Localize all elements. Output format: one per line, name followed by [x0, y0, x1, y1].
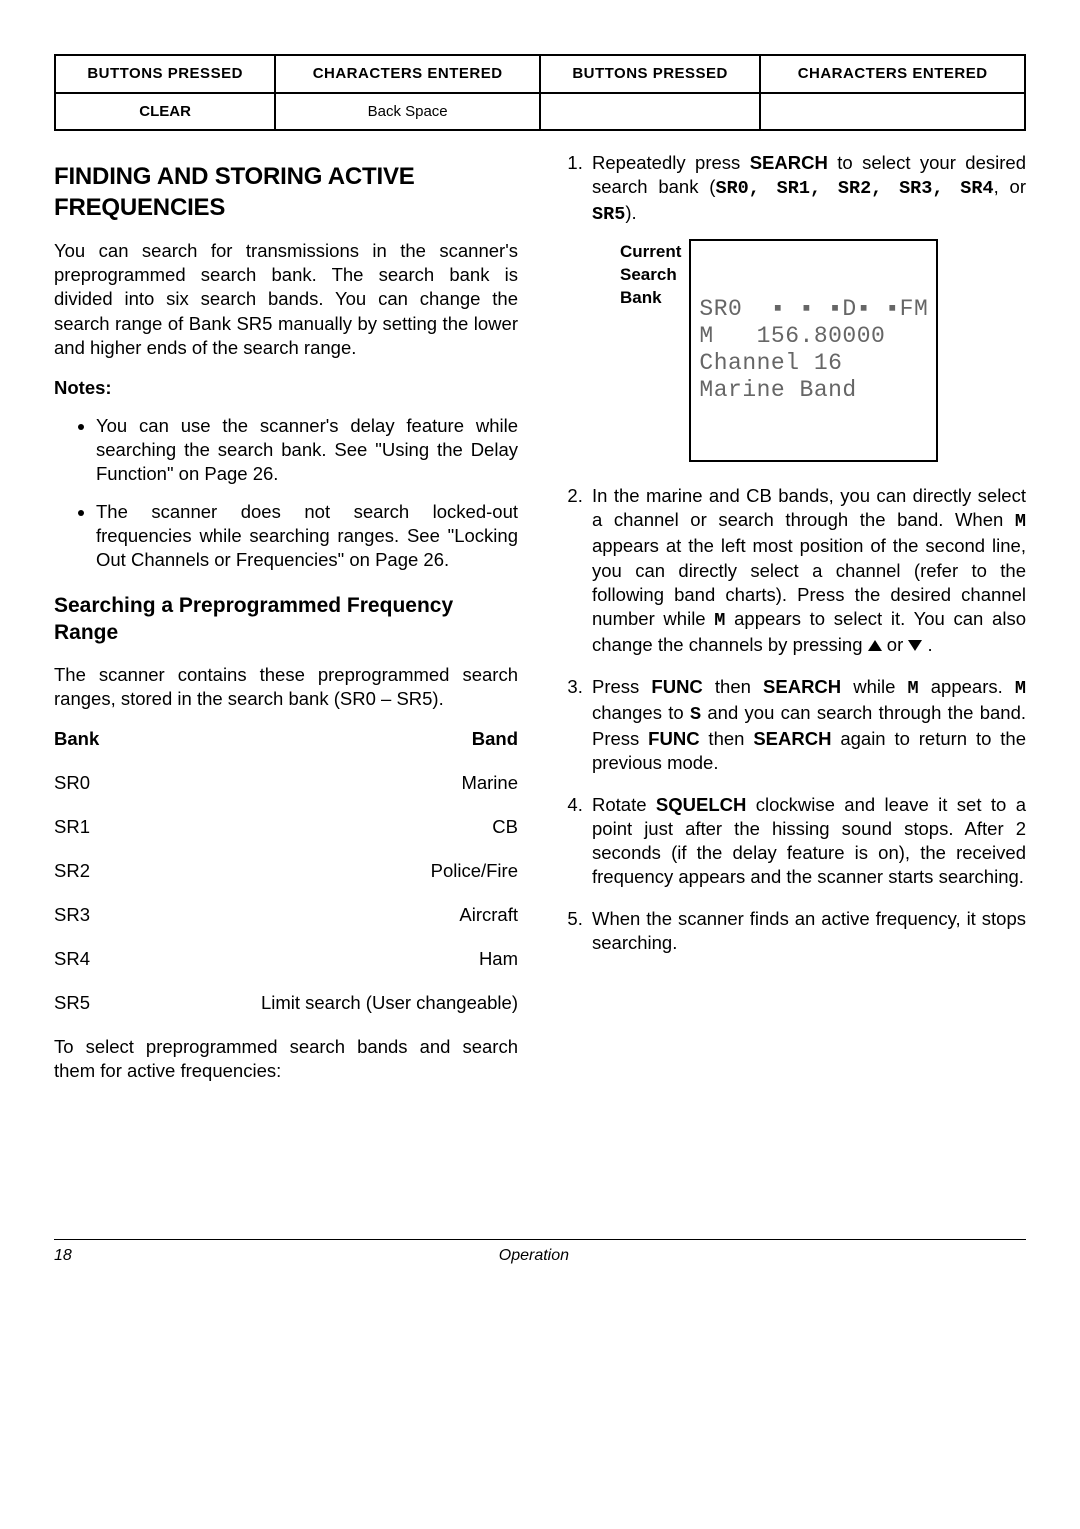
note-2: The scanner does not search locked-out f… — [96, 500, 518, 572]
cell-empty-2 — [760, 93, 1025, 131]
notes-label: Notes: — [54, 376, 518, 400]
th-chars-1: CHARACTERS ENTERED — [275, 55, 540, 93]
intro-para: You can search for transmissions in the … — [54, 239, 518, 359]
note-1: You can use the scanner's delay feature … — [96, 414, 518, 486]
lcd-screen: SR0 ▪ ▪ ▪D▪ ▪FMM 156.80000Channel 16Mari… — [689, 239, 938, 462]
th-chars-2: CHARACTERS ENTERED — [760, 55, 1025, 93]
triangle-down-icon — [908, 640, 922, 651]
button-character-table: BUTTONS PRESSED CHARACTERS ENTERED BUTTO… — [54, 54, 1026, 131]
triangle-up-icon — [868, 640, 882, 651]
bank-sr1: SR1 — [54, 815, 90, 839]
right-column: Repeatedly press SEARCH to select your d… — [562, 151, 1026, 1099]
bank-band-table: Bank Band SR0 Marine SR1 CB SR2 Police/Fire… — [54, 727, 518, 1015]
step-5: When the scanner finds an active frequen… — [588, 907, 1026, 955]
bank-sr5: SR5 — [54, 991, 90, 1015]
th-buttons-2: BUTTONS PRESSED — [540, 55, 760, 93]
band-sr2: Police/Fire — [431, 859, 518, 883]
select-para: To select preprogrammed search bands and… — [54, 1035, 518, 1083]
notes-list: You can use the scanner's delay feature … — [54, 414, 518, 572]
steps-list: Repeatedly press SEARCH to select your d… — [562, 151, 1026, 955]
band-sr0: Marine — [461, 771, 518, 795]
left-column: FINDING AND STORING ACTIVE FREQUENCIES Y… — [54, 151, 518, 1099]
cell-empty-1 — [540, 93, 760, 131]
step-4: Rotate SQUELCH clockwise and leave it se… — [588, 793, 1026, 889]
band-sr5: Limit search (User changeable) — [261, 991, 518, 1015]
band-sr4: Ham — [479, 947, 518, 971]
band-sr1: CB — [492, 815, 518, 839]
section-heading: FINDING AND STORING ACTIVE FREQUENCIES — [54, 161, 518, 223]
cell-clear: CLEAR — [55, 93, 275, 131]
footer-section: Operation — [72, 1246, 996, 1267]
step-2: In the marine and CB bands, you can dire… — [588, 484, 1026, 656]
subsection-heading: Searching a Preprogrammed Frequency Rang… — [54, 592, 518, 647]
bank-sr0: SR0 — [54, 771, 90, 795]
page-footer: 18 Operation — [54, 1239, 1026, 1267]
preprog-para: The scanner contains these preprogrammed… — [54, 663, 518, 711]
band-col-header: Band — [472, 727, 518, 751]
lcd-callout-label: CurrentSearchBank — [620, 239, 681, 310]
bank-sr2: SR2 — [54, 859, 90, 883]
bank-sr4: SR4 — [54, 947, 90, 971]
band-sr3: Aircraft — [459, 903, 518, 927]
th-buttons-1: BUTTONS PRESSED — [55, 55, 275, 93]
bank-col-header: Bank — [54, 727, 99, 751]
cell-backspace: Back Space — [275, 93, 540, 131]
step-3: Press FUNC then SEARCH while M appears. … — [588, 675, 1026, 775]
lcd-display: CurrentSearchBank SR0 ▪ ▪ ▪D▪ ▪FMM 156.8… — [620, 239, 1026, 462]
page-number: 18 — [54, 1246, 72, 1267]
bank-sr3: SR3 — [54, 903, 90, 927]
step-1: Repeatedly press SEARCH to select your d… — [588, 151, 1026, 462]
